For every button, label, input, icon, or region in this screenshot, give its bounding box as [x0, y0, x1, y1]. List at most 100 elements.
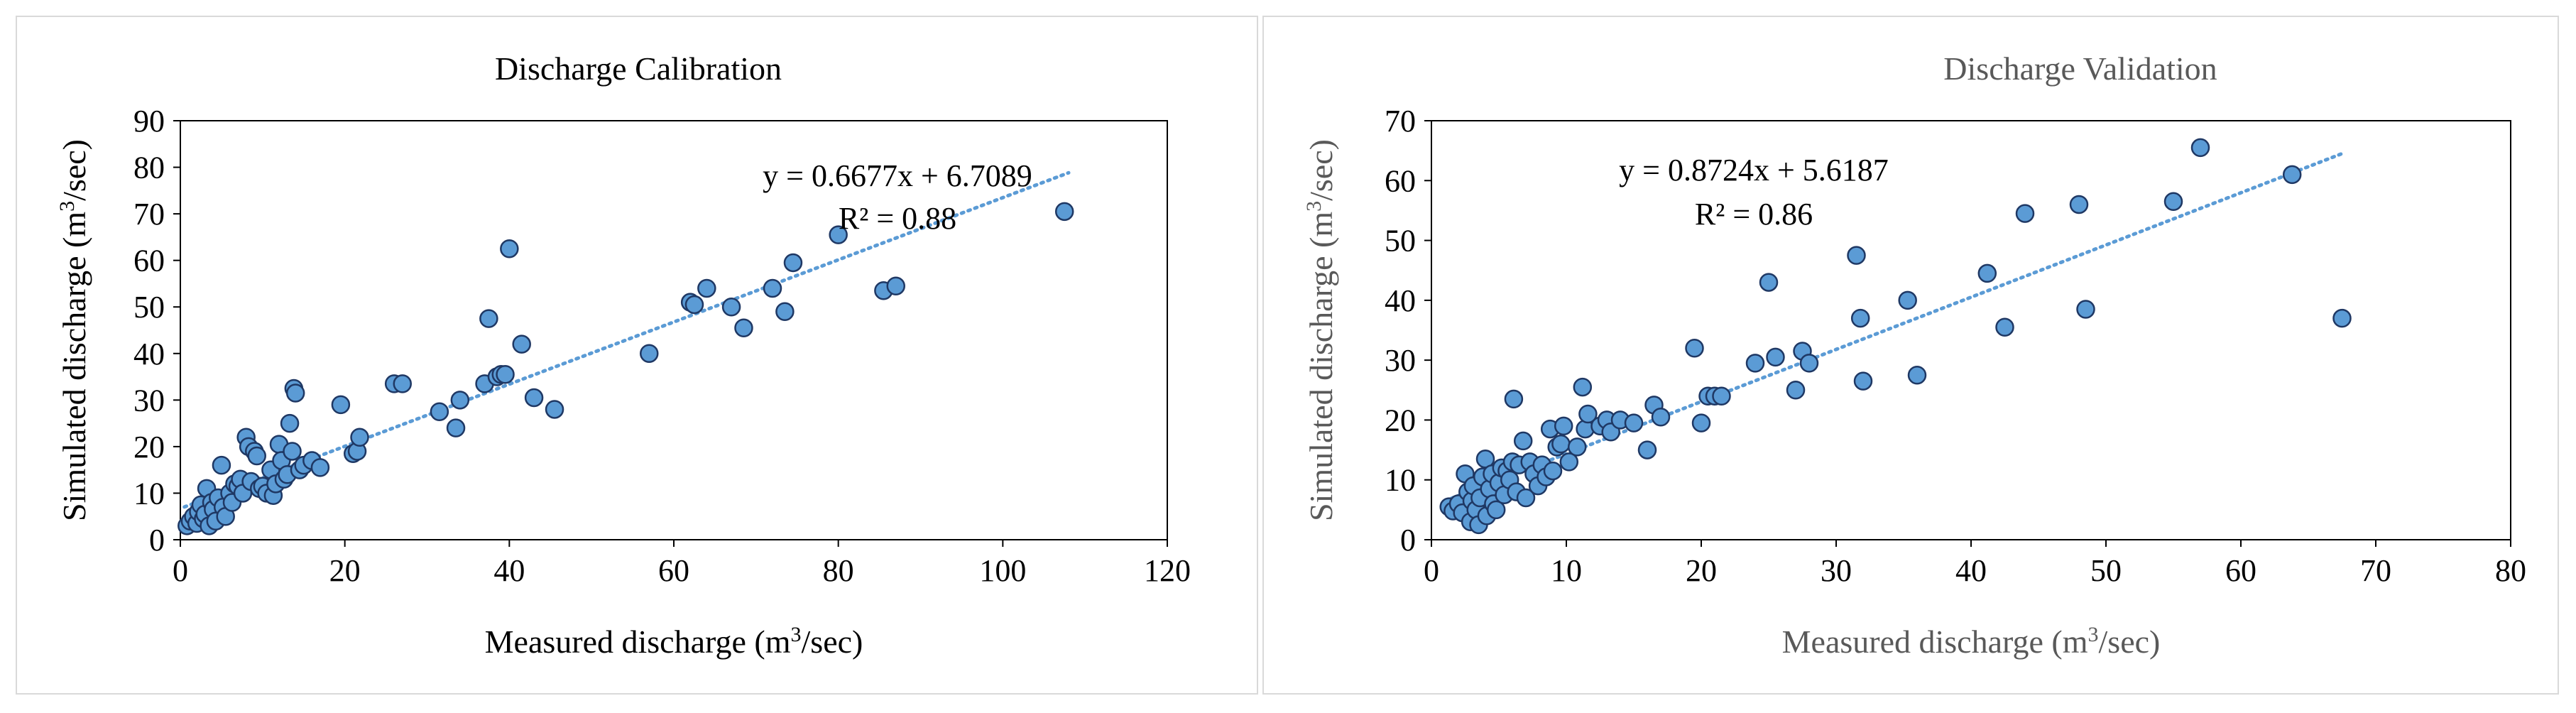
y-tick-label: 90 [133, 104, 165, 138]
y-tick-label: 60 [133, 244, 165, 278]
data-point [430, 402, 449, 421]
y-tick-label: 30 [1385, 343, 1416, 378]
calibration-chart: Discharge Calibration 0 20 40 60 80 100 120 0 10… [55, 50, 1191, 660]
data-point [2282, 165, 2302, 185]
data-point [310, 458, 330, 477]
data-point [1559, 452, 1579, 472]
data-point [500, 239, 519, 258]
data-point [545, 400, 564, 419]
x-tick-label: 50 [2090, 553, 2122, 588]
data-point [1850, 308, 1870, 328]
data-point [1712, 386, 1731, 406]
data-point [1054, 202, 1074, 222]
calibration-r-squared: R² = 0.88 [839, 201, 956, 236]
plot-area-frame [1431, 120, 2511, 540]
data-point [496, 365, 515, 384]
data-point [1898, 290, 1917, 310]
data-point [2076, 300, 2095, 319]
data-point [1759, 273, 1779, 292]
data-point [783, 253, 803, 273]
data-point [763, 278, 782, 298]
data-point [1799, 354, 1819, 373]
data-point [212, 455, 231, 475]
y-tick-label: 70 [1385, 104, 1416, 138]
data-point [1977, 263, 1997, 283]
calibration-chart-title: Discharge Calibration [495, 50, 782, 87]
data-point [512, 334, 531, 354]
validation-chart-title: Discharge Validation [1943, 50, 2217, 87]
y-tick-label: 40 [133, 337, 165, 371]
data-point [1567, 437, 1587, 457]
data-point [1766, 347, 1785, 367]
y-tick-label: 20 [133, 430, 165, 464]
y-tick-label: 10 [1385, 463, 1416, 498]
data-point [247, 446, 266, 466]
x-tick-label: 0 [1424, 553, 1439, 588]
y-tick-label: 30 [133, 383, 165, 418]
y-tick-label: 20 [1385, 403, 1416, 437]
validation-chart: Discharge Validation 0 10 20 30 40 50 60 70 80 0 1… [1302, 50, 2527, 660]
x-tick-label: 20 [1686, 553, 1717, 588]
data-point [1578, 404, 1598, 424]
data-point [1513, 431, 1533, 451]
calibration-equation: y = 0.6677x + 6.7089 [763, 158, 1032, 193]
y-tick-label: 80 [133, 151, 165, 185]
data-point [1691, 413, 1711, 432]
calibration-y-axis-label: Simulated discharge (m3/sec) [55, 139, 93, 521]
data-point [721, 297, 741, 317]
data-point [2015, 204, 2035, 223]
x-tick-label: 100 [979, 553, 1026, 588]
data-point [2069, 195, 2089, 214]
y-tick-label: 0 [1400, 523, 1416, 557]
data-point [393, 374, 412, 393]
trendline [182, 170, 1071, 509]
data-point [1573, 377, 1593, 397]
data-point [1907, 365, 1927, 385]
x-tick-label: 120 [1144, 553, 1191, 588]
trendline [1443, 151, 2344, 503]
y-tick-label: 40 [1385, 283, 1416, 318]
data-point [1847, 246, 1866, 265]
data-point [1786, 381, 1806, 400]
x-tick-label: 70 [2360, 553, 2391, 588]
validation-r-squared: R² = 0.86 [1695, 197, 1813, 232]
x-tick-label: 40 [1955, 553, 1987, 588]
y-tick-label: 60 [1385, 163, 1416, 198]
data-point [446, 418, 466, 437]
validation-x-axis-label: Measured discharge (m3/sec) [1782, 623, 2161, 660]
data-point [524, 388, 544, 408]
data-point [697, 278, 716, 298]
x-tick-label: 10 [1551, 553, 1582, 588]
data-point [886, 276, 905, 295]
data-point [350, 428, 369, 447]
data-point [1637, 440, 1657, 459]
data-point [1516, 488, 1536, 508]
data-point [285, 383, 305, 403]
data-point [1486, 500, 1506, 520]
data-point [1995, 317, 2014, 337]
data-point [2190, 138, 2210, 158]
x-tick-label: 40 [493, 553, 525, 588]
x-tick-label: 0 [173, 553, 188, 588]
calibration-chart-panel: Discharge Calibration 0 20 40 60 80 100 120 0 10… [16, 16, 1258, 695]
data-point [1554, 416, 1573, 436]
data-point [479, 309, 498, 328]
data-point [1853, 371, 1873, 391]
x-tick-label: 80 [823, 553, 854, 588]
data-point [734, 318, 753, 337]
y-tick-label: 0 [149, 523, 165, 557]
data-point [1543, 461, 1563, 481]
x-tick-label: 60 [658, 553, 689, 588]
data-point [1651, 407, 1671, 427]
data-point [829, 225, 848, 244]
y-tick-label: 70 [133, 197, 165, 232]
data-point [450, 391, 470, 410]
data-point [1685, 339, 1704, 358]
y-tick-label: 10 [133, 476, 165, 511]
y-tick-label: 50 [1385, 224, 1416, 258]
x-tick-label: 80 [2495, 553, 2526, 588]
validation-chart-panel: Discharge Validation 0 10 20 30 40 50 60 70 80 0 1… [1262, 16, 2559, 695]
data-point [280, 413, 300, 433]
data-point [331, 395, 351, 415]
validation-equation: y = 0.8724x + 5.6187 [1619, 153, 1889, 187]
